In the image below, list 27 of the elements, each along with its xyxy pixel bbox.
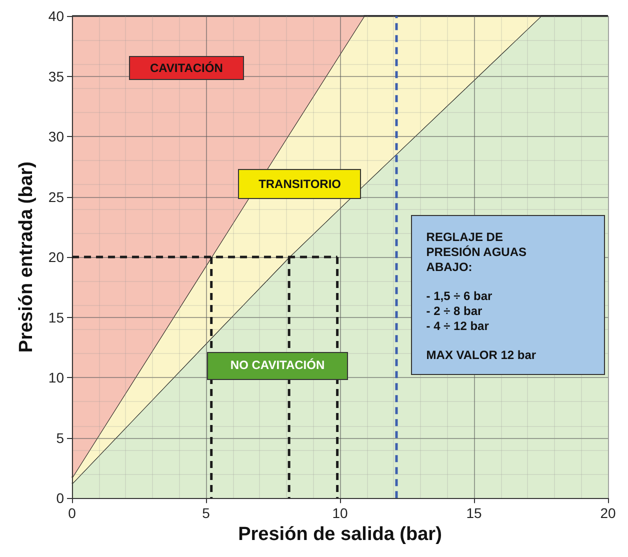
- annotation: NO CAVITACIÓN: [230, 358, 325, 374]
- annotation: - 2 ÷ 8 bar: [426, 304, 482, 319]
- y-tick-label: 10: [48, 370, 64, 386]
- annotation: CAVITACIÓN: [150, 60, 223, 76]
- callout-box: NO CAVITACIÓN: [207, 352, 348, 380]
- annotation: - 1,5 ÷ 6 bar: [426, 288, 492, 304]
- x-tick-label: 15: [466, 505, 482, 522]
- annotation: MAX VALOR 12 bar: [426, 348, 536, 363]
- annotation: TRANSITORIO: [258, 176, 342, 192]
- y-tick-label: 0: [56, 490, 64, 506]
- y-tick-label: 35: [48, 68, 64, 84]
- y-tick-label: 40: [48, 8, 64, 24]
- x-axis-title: Presión de salida (bar): [238, 524, 442, 545]
- annotation: - 4 ÷ 12 bar: [426, 318, 489, 334]
- y-tick-label: 15: [48, 309, 64, 326]
- y-axis-title: Presión entrada (bar): [16, 161, 37, 353]
- x-tick-label: 0: [68, 505, 76, 522]
- y-tick-label: 30: [48, 128, 64, 145]
- callout-box: CAVITACIÓN: [128, 56, 244, 80]
- x-tick-label: 20: [600, 505, 616, 522]
- y-tick-label: 20: [48, 249, 64, 266]
- x-tick-label: 5: [202, 505, 210, 522]
- callout-box: TRANSITORIO: [238, 169, 362, 199]
- annotation: REGLAJE DE PRESIÓN AGUAS ABAJO:: [426, 230, 528, 275]
- y-tick-label: 5: [56, 430, 64, 446]
- y-tick-label: 25: [48, 188, 64, 205]
- x-tick-label: 10: [332, 505, 348, 522]
